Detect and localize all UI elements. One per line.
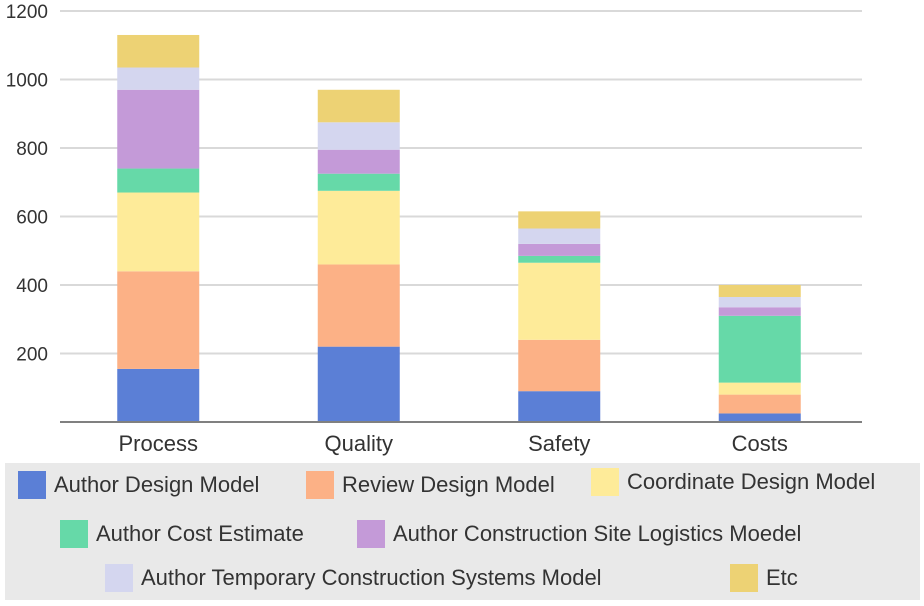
bar-segment	[117, 368, 200, 422]
bar-segment	[718, 413, 801, 422]
legend-swatch	[105, 564, 133, 592]
legend-item-author-temporary-construction: Author Temporary Construction Systems Mo…	[105, 564, 602, 592]
bar-segment	[518, 211, 601, 229]
legend: Author Design Model Review Design Model …	[5, 463, 920, 600]
legend-label: Author Cost Estimate	[96, 521, 304, 546]
bars	[117, 34, 801, 422]
x-category-label: Quality	[325, 431, 393, 456]
legend-item-review-design-model: Review Design Model	[306, 471, 555, 499]
y-tick-label: 400	[16, 276, 48, 297]
bar-segment	[117, 192, 200, 272]
bar-segment	[518, 228, 601, 244]
legend-swatch	[730, 564, 758, 592]
x-category-label: Safety	[528, 431, 590, 456]
bar-segment	[518, 391, 601, 422]
bar-segment	[117, 168, 200, 193]
bar-segment	[117, 271, 200, 369]
y-axis-ticks: 200 400 600 800 1000 1200	[6, 2, 48, 366]
legend-swatch	[18, 471, 46, 499]
bar-segment	[317, 89, 400, 123]
y-tick-label: 1200	[6, 2, 48, 23]
legend-swatch	[357, 520, 385, 548]
x-axis-labels: Process Quality Safety Costs	[119, 431, 788, 456]
x-category-label: Process	[119, 431, 198, 456]
bar-segment	[518, 243, 601, 256]
y-tick-label: 600	[16, 208, 48, 229]
legend-label: Author Temporary Construction Systems Mo…	[141, 565, 602, 590]
legend-item-author-cost-estimate: Author Cost Estimate	[60, 520, 304, 548]
bar-segment	[718, 285, 801, 297]
bar-segment	[117, 89, 200, 169]
bar-segment	[317, 122, 400, 150]
bar-segment	[317, 190, 400, 265]
legend-item-author-construction-site-logistics: Author Construction Site Logistics Moede…	[357, 520, 801, 548]
bar-segment	[317, 346, 400, 422]
legend-label: Author Construction Site Logistics Moede…	[393, 521, 802, 546]
legend-item-author-design-model: Author Design Model	[18, 471, 259, 499]
bar-segment	[718, 382, 801, 395]
legend-label: Etc	[766, 565, 798, 590]
legend-item-etc: Etc	[730, 564, 798, 592]
bar-segment	[518, 255, 601, 263]
y-tick-label: 800	[16, 139, 48, 160]
legend-label: Review Design Model	[342, 472, 555, 497]
legend-swatch	[306, 471, 334, 499]
bar-segment	[317, 264, 400, 347]
bar-segment	[718, 394, 801, 414]
bar-segment	[117, 34, 200, 68]
bar-segment	[518, 339, 601, 392]
x-category-label: Costs	[732, 431, 788, 456]
bar-segment	[117, 67, 200, 90]
legend-swatch	[591, 468, 619, 496]
legend-label: Coordinate Design Model	[627, 469, 876, 494]
bar-segment	[518, 262, 601, 340]
stacked-bar-chart: 200 400 600 800 1000 1200 Process Quality Safet…	[6, 2, 862, 456]
legend-item-coordinate-design-model: Coordinate Design Model	[591, 468, 875, 496]
bar-segment	[718, 315, 801, 383]
legend-swatch	[60, 520, 88, 548]
bar-segment	[718, 296, 801, 308]
bar-segment	[718, 307, 801, 316]
bar-segment	[317, 149, 400, 174]
legend-label: Author Design Model	[54, 472, 260, 497]
y-tick-label: 200	[16, 345, 48, 366]
bar-segment	[317, 173, 400, 191]
y-tick-label: 1000	[6, 71, 48, 92]
